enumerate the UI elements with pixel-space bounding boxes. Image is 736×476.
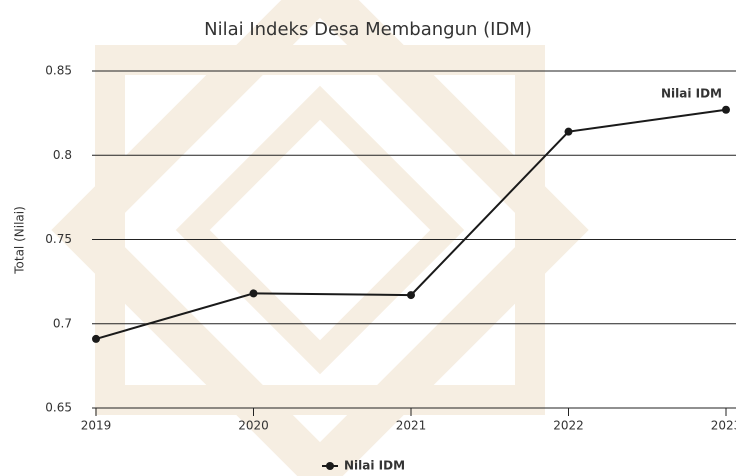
x-tick-label: 2023 bbox=[711, 419, 736, 433]
point bbox=[92, 335, 100, 343]
x-tick-label: 2019 bbox=[81, 419, 112, 433]
y-tick-label: 0.85 bbox=[45, 64, 72, 78]
y-tick-label: 0.75 bbox=[45, 232, 72, 246]
point bbox=[250, 289, 258, 297]
x-tick-label: 2020 bbox=[238, 419, 269, 433]
y-axis-title: Total (Nilai) bbox=[13, 206, 27, 275]
point bbox=[407, 291, 415, 299]
y-tick-label: 0.8 bbox=[53, 148, 72, 162]
legend-marker bbox=[326, 462, 334, 470]
data-label: Nilai IDM bbox=[661, 86, 722, 100]
point bbox=[722, 106, 730, 114]
legend-label: Nilai IDM bbox=[344, 459, 405, 473]
y-tick-label: 0.7 bbox=[53, 316, 72, 330]
y-tick-label: 0.65 bbox=[45, 401, 72, 415]
point bbox=[565, 128, 573, 136]
chart: Nilai Indeks Desa Membangun (IDM) Total … bbox=[0, 0, 736, 476]
x-tick-label: 2021 bbox=[396, 419, 427, 433]
x-tick-label: 2022 bbox=[553, 419, 584, 433]
chart-title: Nilai Indeks Desa Membangun (IDM) bbox=[204, 19, 532, 40]
